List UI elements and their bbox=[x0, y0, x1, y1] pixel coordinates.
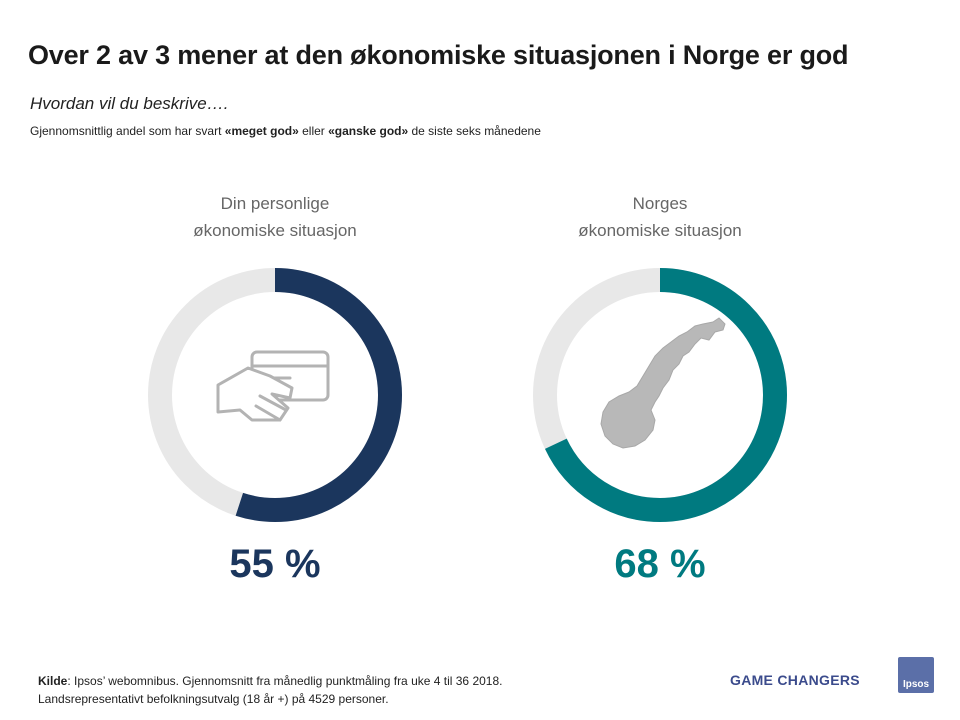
donut-personal-value: 55 % bbox=[229, 542, 321, 586]
donut-personal-arc bbox=[148, 268, 402, 522]
question-text: Hvordan vil du beskrive…. bbox=[30, 94, 229, 113]
ipsos-logo: Ipsos bbox=[898, 657, 934, 693]
subtitle-post: de siste seks månedene bbox=[408, 124, 541, 138]
subtitle-pre: Gjennomsnittlig andel som har svart bbox=[30, 124, 225, 138]
page-title: Over 2 av 3 mener at den økonomiske situ… bbox=[28, 40, 849, 70]
donut-norway-chart bbox=[533, 268, 787, 522]
donut-norway-title: Norges økonomiske situasjon bbox=[515, 190, 805, 250]
footer-line-1: Kilde: Ipsos’ webomnibus. Gjennomsnitt f… bbox=[38, 672, 502, 690]
credit-card-hand-icon bbox=[216, 350, 330, 422]
subtitle-bold-1: «meget god» bbox=[224, 124, 299, 138]
brand-tagline: GAME CHANGERS bbox=[730, 672, 860, 688]
footer-source-label: Kilde bbox=[38, 674, 68, 688]
donut-norway-title-line-1: Norges bbox=[632, 194, 688, 213]
ipsos-logo-text: Ipsos bbox=[902, 679, 930, 690]
subtitle-mid: eller bbox=[298, 124, 329, 138]
donut-norway-arc bbox=[533, 268, 787, 522]
donut-personal-title: Din personlige økonomiske situasjon bbox=[130, 190, 420, 250]
footer-source: Kilde: Ipsos’ webomnibus. Gjennomsnitt f… bbox=[38, 672, 502, 708]
donut-personal: Din personlige økonomiske situasjon 55 % bbox=[130, 190, 420, 587]
footer-source-text: : Ipsos’ webomnibus. Gjennomsnitt fra må… bbox=[67, 674, 503, 688]
footer-line-2: Landsrepresentativt befolkningsutvalg (1… bbox=[38, 692, 389, 706]
norway-map-icon bbox=[600, 317, 726, 449]
donut-norway-value: 68 % bbox=[614, 542, 706, 586]
donut-personal-title-line-2: økonomiske situasjon bbox=[193, 221, 357, 240]
donut-personal-chart bbox=[148, 268, 402, 522]
donut-norway-title-line-2: økonomiske situasjon bbox=[578, 221, 742, 240]
donut-norway: Norges økonomiske situasjon 68 % bbox=[515, 190, 805, 587]
donut-personal-title-line-1: Din personlige bbox=[220, 194, 330, 213]
subtitle: Gjennomsnittlig andel som har svart «meg… bbox=[30, 124, 541, 138]
subtitle-bold-2: «ganske god» bbox=[328, 124, 409, 138]
